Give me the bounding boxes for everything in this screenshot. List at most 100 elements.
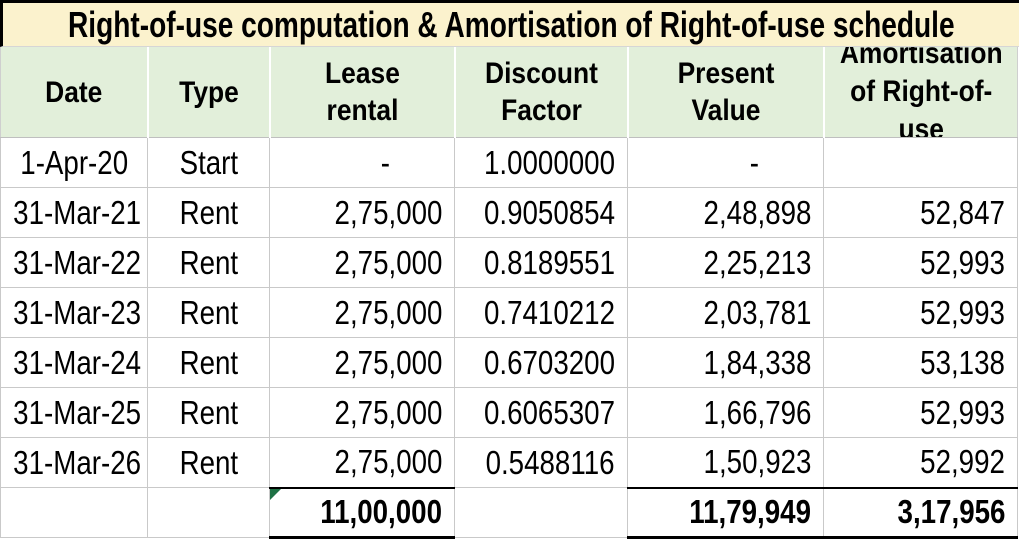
- cell-value: -: [749, 143, 759, 181]
- cell-value: Rent: [179, 193, 238, 231]
- cell-value: 2,75,000: [334, 393, 442, 431]
- total-value: 11,79,949: [689, 493, 811, 531]
- cell-lease-rental-total[interactable]: 11,00,000: [269, 486, 455, 539]
- cell-amortisation[interactable]: [823, 137, 1018, 188]
- table-row: 31-Mar-22 Rent 2,75,000 0.8189551 2,25,2…: [0, 237, 1018, 288]
- cell-present-value[interactable]: 2,25,213: [627, 237, 824, 288]
- total-row: 11,00,000 11,79,949 3,17,956: [0, 486, 1018, 539]
- cell-value: 2,75,000: [334, 193, 442, 231]
- table-row: 1-Apr-20 Start - 1.0000000 -: [0, 137, 1018, 188]
- col-header-label: Factor: [500, 94, 582, 127]
- cell-discount-factor[interactable]: 0.5488116: [454, 437, 628, 488]
- cell-value: 1.0000000: [483, 143, 615, 181]
- cell-type[interactable]: Rent: [147, 287, 270, 338]
- cell-value: Start: [179, 143, 238, 181]
- col-header-amortisation[interactable]: Amortisation of Right-of- use: [822, 47, 1018, 138]
- col-header-label: Present: [677, 57, 774, 90]
- cell-value: 53,138: [920, 343, 1005, 381]
- col-header-date[interactable]: Date: [0, 47, 149, 138]
- cell-value: 2,75,000: [334, 443, 442, 481]
- cell-present-value[interactable]: 1,84,338: [627, 337, 824, 388]
- cell-date[interactable]: 31-Mar-26: [0, 437, 148, 488]
- col-header-label: Type: [178, 75, 239, 109]
- cell-value: 31-Mar-25: [13, 393, 142, 431]
- cell-type[interactable]: Start: [147, 137, 270, 188]
- table-body: 1-Apr-20 Start - 1.0000000 - 31-Mar-21 R…: [0, 137, 1018, 539]
- cell-lease-rental[interactable]: 2,75,000: [269, 287, 455, 338]
- table-row: 31-Mar-25 Rent 2,75,000 0.6065307 1,66,7…: [0, 387, 1018, 438]
- cell-discount-factor-blank[interactable]: [454, 487, 628, 538]
- cell-type[interactable]: Rent: [147, 387, 270, 438]
- col-header-discount-factor[interactable]: Discount Factor: [453, 47, 629, 138]
- cell-lease-rental[interactable]: 2,75,000: [269, 387, 455, 438]
- cell-date[interactable]: 31-Mar-22: [0, 237, 148, 288]
- cell-date[interactable]: 1-Apr-20: [0, 137, 148, 188]
- cell-discount-factor[interactable]: 1.0000000: [454, 137, 628, 188]
- cell-lease-rental[interactable]: -: [269, 137, 455, 188]
- table-row: 31-Mar-24 Rent 2,75,000 0.6703200 1,84,3…: [0, 337, 1018, 388]
- table-row: 31-Mar-21 Rent 2,75,000 0.9050854 2,48,8…: [0, 187, 1018, 238]
- cell-discount-factor[interactable]: 0.9050854: [454, 187, 628, 238]
- sheet-title-cell[interactable]: Right-of-use computation & Amortisation …: [0, 0, 1019, 47]
- cell-date[interactable]: 31-Mar-25: [0, 387, 148, 438]
- cell-value: 2,25,213: [703, 243, 811, 281]
- cell-type[interactable]: Rent: [147, 337, 270, 388]
- total-value: 11,00,000: [320, 493, 442, 531]
- total-value: 3,17,956: [897, 493, 1005, 531]
- cell-value: 1,66,796: [703, 393, 811, 431]
- cell-amortisation[interactable]: 52,993: [823, 387, 1018, 438]
- cell-amortisation-total[interactable]: 3,17,956: [823, 486, 1018, 539]
- cell-value: Rent: [179, 293, 238, 331]
- cell-type[interactable]: Rent: [147, 237, 270, 288]
- table-row: 31-Mar-26 Rent 2,75,000 0.5488116 1,50,9…: [0, 437, 1018, 488]
- cell-value: 0.6065307: [483, 393, 615, 431]
- cell-discount-factor[interactable]: 0.8189551: [454, 237, 628, 288]
- cell-type-blank[interactable]: [147, 487, 270, 538]
- col-header-label: use: [897, 113, 944, 137]
- cell-present-value[interactable]: 1,50,923: [627, 437, 824, 488]
- cell-amortisation[interactable]: 52,993: [823, 287, 1018, 338]
- cell-present-value-total[interactable]: 11,79,949: [627, 486, 824, 539]
- cell-amortisation[interactable]: 52,992: [823, 437, 1018, 488]
- cell-value: 2,75,000: [334, 293, 442, 331]
- col-header-label: Lease: [324, 57, 400, 90]
- cell-value: 2,75,000: [334, 243, 442, 281]
- cell-type[interactable]: Rent: [147, 437, 270, 488]
- cell-date-blank[interactable]: [0, 487, 148, 538]
- cell-present-value[interactable]: 1,66,796: [627, 387, 824, 438]
- cell-lease-rental[interactable]: 2,75,000: [269, 437, 455, 488]
- cell-discount-factor[interactable]: 0.6703200: [454, 337, 628, 388]
- col-header-present-value[interactable]: Present Value: [626, 47, 825, 138]
- cell-present-value[interactable]: -: [627, 137, 824, 188]
- cell-amortisation[interactable]: 52,993: [823, 237, 1018, 288]
- col-header-label: rental: [326, 94, 398, 127]
- rou-schedule-table: Date Type Lease rental Discount Factor P…: [0, 47, 1018, 539]
- cell-value: 52,992: [920, 443, 1005, 481]
- cell-present-value[interactable]: 2,03,781: [627, 287, 824, 338]
- cell-value: 0.8189551: [483, 243, 615, 281]
- cell-present-value[interactable]: 2,48,898: [627, 187, 824, 238]
- cell-value: 2,75,000: [334, 343, 442, 381]
- cell-lease-rental[interactable]: 2,75,000: [269, 237, 455, 288]
- cell-value: Rent: [179, 243, 238, 281]
- cell-date[interactable]: 31-Mar-24: [0, 337, 148, 388]
- cell-amortisation[interactable]: 53,138: [823, 337, 1018, 388]
- col-header-label: Amortisation: [839, 47, 1003, 70]
- cell-date[interactable]: 31-Mar-23: [0, 287, 148, 338]
- cell-value: 0.6703200: [483, 343, 615, 381]
- cell-amortisation[interactable]: 52,847: [823, 187, 1018, 238]
- cell-lease-rental[interactable]: 2,75,000: [269, 337, 455, 388]
- cell-date[interactable]: 31-Mar-21: [0, 187, 148, 238]
- col-header-lease-rental[interactable]: Lease rental: [268, 47, 456, 138]
- cell-lease-rental[interactable]: 2,75,000: [269, 187, 455, 238]
- cell-discount-factor[interactable]: 0.7410212: [454, 287, 628, 338]
- col-header-label: of Right-of-: [849, 75, 992, 108]
- cell-discount-factor[interactable]: 0.6065307: [454, 387, 628, 438]
- cell-value: -: [380, 143, 390, 181]
- cell-type[interactable]: Rent: [147, 187, 270, 238]
- col-header-type[interactable]: Type: [146, 47, 271, 138]
- cell-value: 1,84,338: [703, 343, 811, 381]
- cell-value: 31-Mar-26: [13, 443, 142, 481]
- cell-value: 2,03,781: [703, 293, 811, 331]
